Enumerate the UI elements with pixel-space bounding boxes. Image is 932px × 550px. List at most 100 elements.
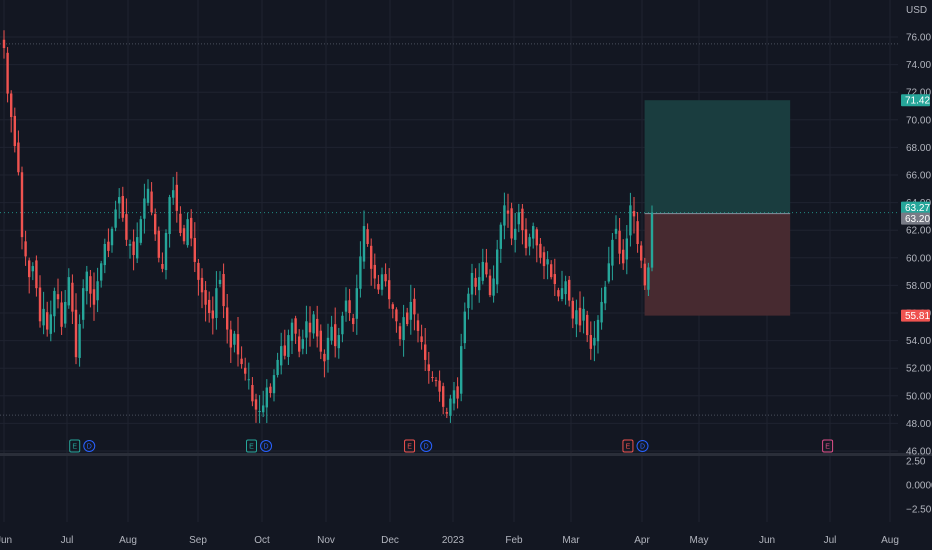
candle — [251, 385, 254, 402]
time-tick-label: Jul — [61, 535, 74, 546]
time-tick-label: Dec — [381, 535, 399, 546]
candle — [139, 219, 142, 243]
candle — [193, 237, 196, 262]
candle — [463, 311, 466, 344]
candle — [442, 386, 445, 407]
candle — [125, 214, 128, 240]
candle — [280, 346, 283, 366]
candle — [629, 205, 632, 236]
candle — [330, 326, 333, 341]
position-tool[interactable] — [644, 100, 791, 316]
candle — [85, 271, 88, 292]
time-tick-label: May — [690, 535, 709, 546]
candle — [528, 237, 531, 247]
candle — [366, 229, 369, 244]
earnings-icon — [404, 439, 416, 453]
candle — [136, 237, 139, 259]
reference-lines — [0, 43, 898, 416]
candle — [611, 239, 614, 266]
candle — [434, 380, 438, 382]
time-axis[interactable]: Jun Jul Aug Sep Oct Nov Dec 2023 Feb Mar Apr May Jun… — [0, 535, 899, 546]
candle — [64, 301, 67, 324]
candle — [42, 308, 45, 326]
candle — [31, 266, 34, 272]
candle — [362, 226, 366, 262]
earnings-label: E — [249, 444, 254, 451]
candle — [208, 299, 211, 313]
time-tick-label: Mar — [562, 535, 580, 546]
time-tick-label: Jun — [759, 535, 775, 546]
candle — [100, 263, 103, 281]
time-tick-label: Apr — [634, 535, 650, 546]
price-tick-label: 66.00 — [906, 171, 931, 182]
candle — [179, 213, 182, 233]
candle — [388, 280, 391, 300]
price-tick-label: 52.00 — [906, 364, 931, 375]
candle — [452, 390, 456, 404]
price-tick-label: 50.00 — [906, 391, 931, 402]
candle — [272, 375, 276, 394]
candle — [13, 115, 16, 147]
candle — [35, 260, 38, 289]
candle — [287, 335, 290, 357]
pane-separator[interactable] — [0, 453, 932, 456]
price-tick-label: 62.00 — [906, 226, 931, 237]
price-tag — [901, 309, 930, 322]
time-tick-label: Jun — [0, 535, 12, 546]
candle — [575, 310, 578, 325]
dividend-icon — [636, 440, 649, 452]
pane-divider — [0, 453, 932, 456]
candle — [506, 210, 510, 214]
candle — [337, 335, 340, 349]
candle — [150, 191, 153, 213]
candle — [254, 399, 258, 410]
candle — [614, 228, 618, 234]
candle — [632, 211, 636, 217]
price-tick-label: 74.00 — [906, 60, 931, 71]
candle — [370, 245, 373, 269]
price-tick-label: 72.00 — [906, 88, 931, 99]
earnings-label: E — [825, 444, 830, 451]
earnings-label: E — [626, 444, 631, 451]
gridlines — [0, 0, 898, 522]
candle — [290, 322, 294, 341]
candle — [449, 398, 452, 416]
candle — [71, 282, 74, 312]
earnings-icon — [245, 439, 257, 453]
candle — [46, 312, 49, 330]
candle — [359, 256, 362, 289]
candle — [413, 298, 416, 315]
earnings-icon — [822, 439, 834, 453]
candle — [20, 172, 24, 238]
candle — [470, 272, 474, 295]
candle — [200, 277, 204, 293]
candle — [197, 262, 200, 280]
candle — [474, 277, 477, 287]
earnings-icon — [69, 439, 81, 453]
oscillator-pane: 2.50 0.0000 −2.50 — [906, 457, 932, 516]
candle — [539, 243, 542, 258]
price-tag — [901, 94, 930, 107]
price-tick-label: 58.00 — [906, 281, 931, 292]
candle — [92, 289, 96, 305]
candle — [578, 307, 582, 326]
osc-tick-label: −2.50 — [906, 505, 932, 516]
candle — [647, 267, 650, 290]
candle — [283, 345, 286, 356]
candle — [276, 359, 279, 375]
candle — [161, 263, 164, 269]
candle — [485, 262, 488, 275]
candle — [262, 405, 265, 413]
candle — [636, 221, 639, 244]
candle — [334, 324, 337, 347]
candle — [467, 293, 470, 309]
candle — [424, 344, 427, 360]
candle — [10, 93, 13, 118]
candle — [622, 249, 625, 264]
time-tick-label: Nov — [317, 535, 335, 546]
price-tag-label: 55.81 — [905, 311, 930, 322]
candle — [406, 312, 409, 325]
candle — [398, 326, 402, 340]
candle — [236, 334, 240, 355]
